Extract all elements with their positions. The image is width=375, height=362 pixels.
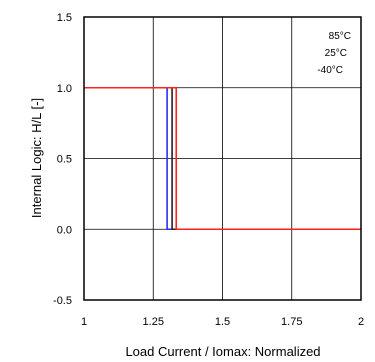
x-tick-label: 2 — [358, 316, 364, 328]
y-tick-label: 0.0 — [57, 224, 72, 236]
grid — [83, 16, 362, 301]
x-tick-label: 1.75 — [281, 316, 302, 328]
legend: 85°C 25°C -40°C — [317, 31, 351, 76]
x-tick-label: 1.5 — [215, 316, 230, 328]
y-tick-label: 1.0 — [57, 83, 72, 95]
plot-frame — [83, 16, 362, 301]
tick-labels: 1 1.25 1.5 1.75 2 -0.5 0.0 0.5 1.0 1.5 — [53, 12, 364, 328]
legend-entry: -40°C — [317, 65, 343, 76]
legend-entry: 85°C — [329, 31, 351, 42]
x-tick-label: 1.25 — [143, 316, 164, 328]
x-tick-label: 1 — [81, 316, 87, 328]
y-axis-label: Internal Logic: H/L [-] — [29, 98, 44, 218]
y-tick-label: 1.5 — [57, 12, 72, 24]
series-group — [84, 86, 361, 231]
x-axis-label: Load Current / Iomax: Normalized — [125, 344, 320, 359]
legend-entry: 25°C — [325, 48, 347, 59]
y-tick-label: -0.5 — [53, 295, 72, 307]
y-tick-label: 0.5 — [57, 154, 72, 166]
series-line-2 — [84, 86, 361, 231]
